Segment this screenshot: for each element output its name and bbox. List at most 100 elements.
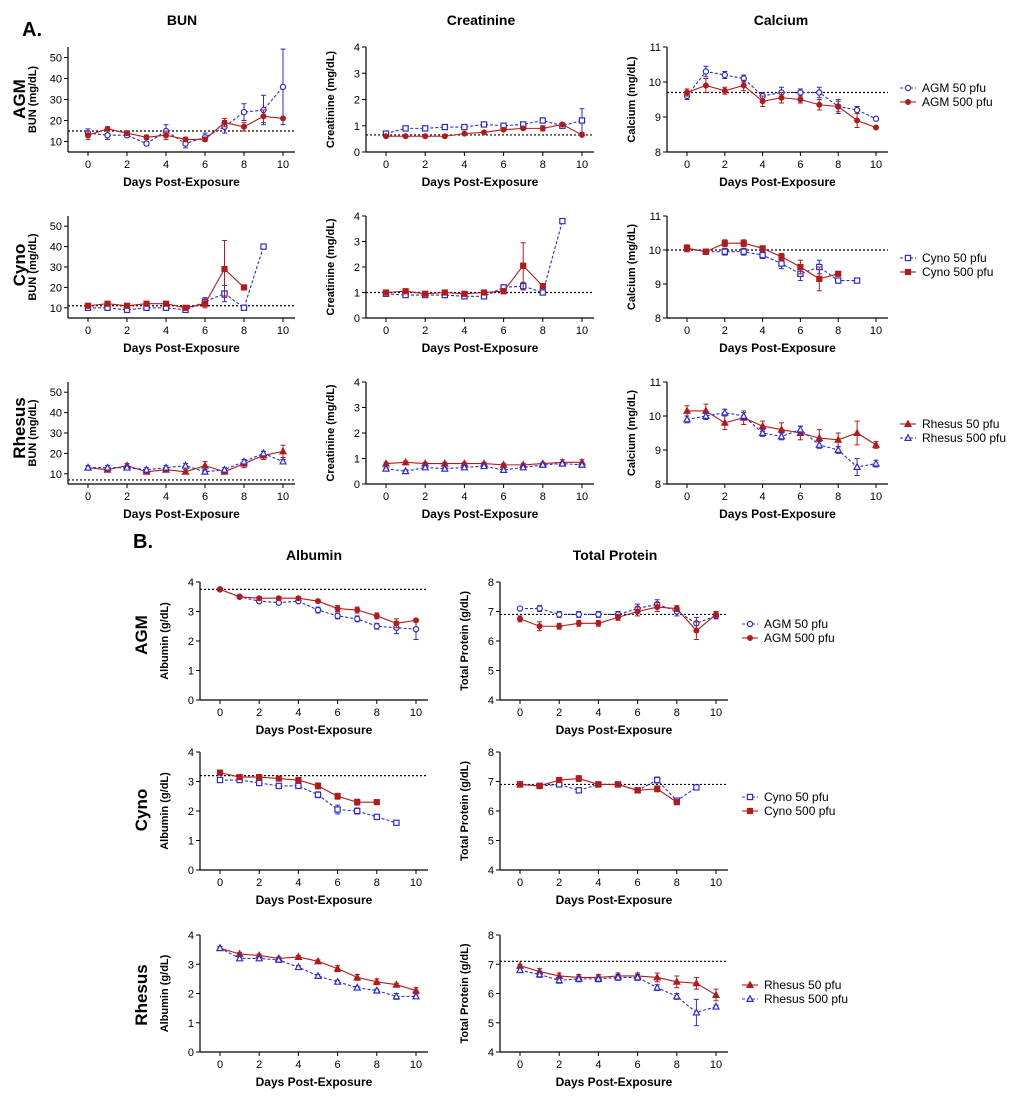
data-point	[721, 240, 728, 247]
x-tick-label: 2	[422, 325, 428, 337]
y-tick-label: 11	[650, 42, 661, 54]
data-point	[278, 446, 288, 455]
data-point	[740, 248, 747, 255]
panel-label-b: B.	[133, 531, 153, 553]
x-tick-label: 10	[710, 1059, 722, 1071]
x-tick-label: 2	[124, 159, 130, 171]
x-tick-label: 10	[870, 325, 882, 337]
x-tick-label: 2	[556, 707, 562, 719]
data-point	[575, 787, 583, 794]
y-axis-label: Albumin (g/dL)	[159, 954, 171, 1032]
x-tick-label: 8	[374, 877, 380, 889]
series-rhesus-50-pfu	[215, 943, 421, 994]
x-tick-label: 4	[163, 159, 169, 171]
series-line	[219, 588, 417, 624]
y-tick-label: 4	[354, 211, 360, 223]
x-tick-label: 0	[383, 159, 389, 171]
data-point	[739, 411, 748, 419]
column-title-creatinine: Creatinine	[447, 12, 516, 28]
y-tick-label: 6	[488, 989, 494, 1001]
y-tick-label: 3	[188, 959, 194, 971]
data-point	[815, 440, 824, 448]
data-point	[721, 87, 728, 94]
data-point	[182, 136, 189, 143]
x-tick-label: 6	[797, 491, 803, 503]
y-tick-label: 50	[50, 387, 62, 399]
y-tick-label: 4	[354, 377, 360, 389]
data-point	[84, 302, 92, 309]
data-point	[758, 421, 767, 430]
x-tick-label: 6	[202, 159, 208, 171]
data-point	[683, 89, 690, 96]
x-tick-label: 8	[835, 159, 841, 171]
data-point	[422, 133, 429, 140]
data-point	[835, 270, 842, 277]
y-tick-label: 0	[354, 313, 360, 325]
data-point	[777, 431, 786, 440]
x-tick-label: 8	[674, 1059, 680, 1071]
x-tick-label: 8	[374, 1059, 380, 1071]
data-point	[104, 300, 111, 307]
y-tick-label: 4	[354, 42, 360, 54]
data-point	[595, 781, 602, 788]
chart-bun-rhesus: 10 20 30 40 50 0 2 4 6 8 10 Days Post-Exposure BUN (…	[27, 382, 295, 521]
series-rhesus-50-pfu	[682, 403, 881, 449]
data-point	[816, 89, 823, 96]
data-point	[200, 467, 210, 475]
x-axis-label: Days Post-Exposure	[123, 341, 240, 355]
data-point	[256, 779, 263, 787]
series-line	[88, 246, 265, 311]
data-point	[240, 108, 248, 116]
data-point	[402, 288, 409, 295]
y-tick-label: 1	[188, 836, 194, 848]
data-point	[538, 460, 547, 468]
data-point	[778, 253, 785, 260]
data-point	[334, 806, 341, 813]
y-tick-label: 3	[354, 237, 360, 249]
data-point	[143, 300, 150, 307]
data-point	[240, 284, 248, 291]
chart-calcium-agm: 8 9 10 11 0 2 4 6 8 10 Days Post-Exposure Calcium (…	[626, 42, 888, 189]
series-line	[686, 70, 877, 120]
legend-marker	[904, 84, 912, 92]
x-tick-label: 8	[835, 325, 841, 337]
data-point	[314, 606, 322, 614]
x-tick-label: 0	[684, 325, 690, 337]
data-point	[740, 82, 747, 89]
x-tick-label: 0	[517, 707, 523, 719]
x-tick-label: 10	[870, 159, 882, 171]
data-point	[853, 106, 861, 114]
y-tick-label: 1	[354, 288, 360, 300]
y-tick-label: 4	[188, 930, 194, 942]
y-tick-label: 8	[655, 313, 661, 325]
panel-label-a: A.	[22, 19, 42, 41]
data-point	[161, 463, 171, 471]
data-point	[215, 943, 225, 952]
data-point	[294, 962, 303, 971]
series-rhesus-500-pfu	[515, 965, 721, 1027]
x-tick-label: 0	[383, 491, 389, 503]
data-point	[516, 615, 523, 622]
data-point	[393, 819, 400, 827]
legend-marker	[745, 994, 755, 1003]
legend-marker	[746, 793, 754, 801]
y-tick-label: 1	[354, 121, 360, 133]
data-point	[216, 776, 224, 784]
x-tick-label: 6	[202, 491, 208, 503]
x-tick-label: 4	[295, 1059, 301, 1071]
y-tick-label: 2	[188, 806, 194, 818]
data-point	[556, 776, 563, 784]
chart-bun-cyno: 10 20 30 40 50 0 2 4 6 8 10 Days Post-Exposure BUN (…	[27, 216, 295, 355]
data-point	[871, 440, 881, 448]
data-point	[575, 775, 582, 782]
data-point	[354, 615, 361, 623]
data-point	[692, 1008, 701, 1016]
data-point	[441, 133, 448, 140]
data-point	[759, 245, 766, 252]
x-tick-label: 4	[595, 707, 601, 719]
data-point	[797, 263, 804, 271]
y-tick-label: 7	[488, 959, 494, 971]
